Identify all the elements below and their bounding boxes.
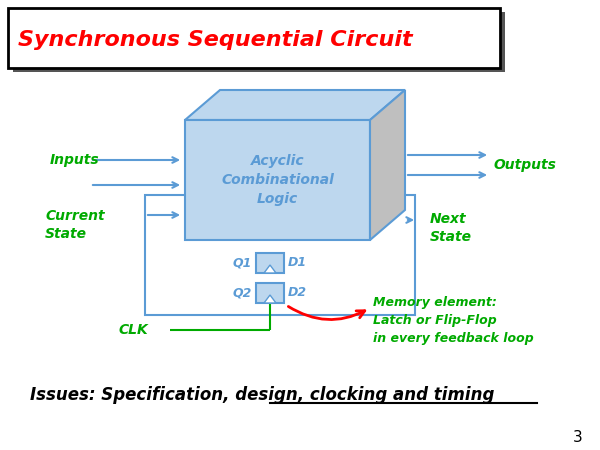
Text: Q1: Q1	[233, 256, 252, 270]
Text: Memory element:
Latch or Flip-Flop
in every feedback loop: Memory element: Latch or Flip-Flop in ev…	[373, 296, 534, 345]
Polygon shape	[370, 90, 405, 240]
FancyBboxPatch shape	[185, 120, 370, 240]
Polygon shape	[264, 295, 276, 303]
Text: Current
State: Current State	[45, 209, 104, 241]
Polygon shape	[185, 90, 405, 120]
FancyBboxPatch shape	[8, 8, 500, 68]
Text: Synchronous Sequential Circuit: Synchronous Sequential Circuit	[18, 30, 413, 50]
Text: Outputs: Outputs	[494, 158, 557, 172]
Text: D2: D2	[288, 287, 307, 300]
FancyBboxPatch shape	[256, 283, 284, 303]
Text: Inputs: Inputs	[50, 153, 100, 167]
Text: D1: D1	[288, 256, 307, 270]
FancyBboxPatch shape	[13, 12, 505, 72]
Text: 3: 3	[573, 431, 583, 446]
Text: Acyclic
Combinational
Logic: Acyclic Combinational Logic	[221, 153, 334, 207]
Text: Q2: Q2	[233, 287, 252, 300]
Text: Issues: Specification, design, clocking and timing: Issues: Specification, design, clocking …	[30, 386, 494, 404]
Polygon shape	[264, 265, 276, 273]
Text: CLK: CLK	[118, 323, 148, 337]
FancyBboxPatch shape	[256, 253, 284, 273]
Text: Next
State: Next State	[430, 212, 472, 244]
